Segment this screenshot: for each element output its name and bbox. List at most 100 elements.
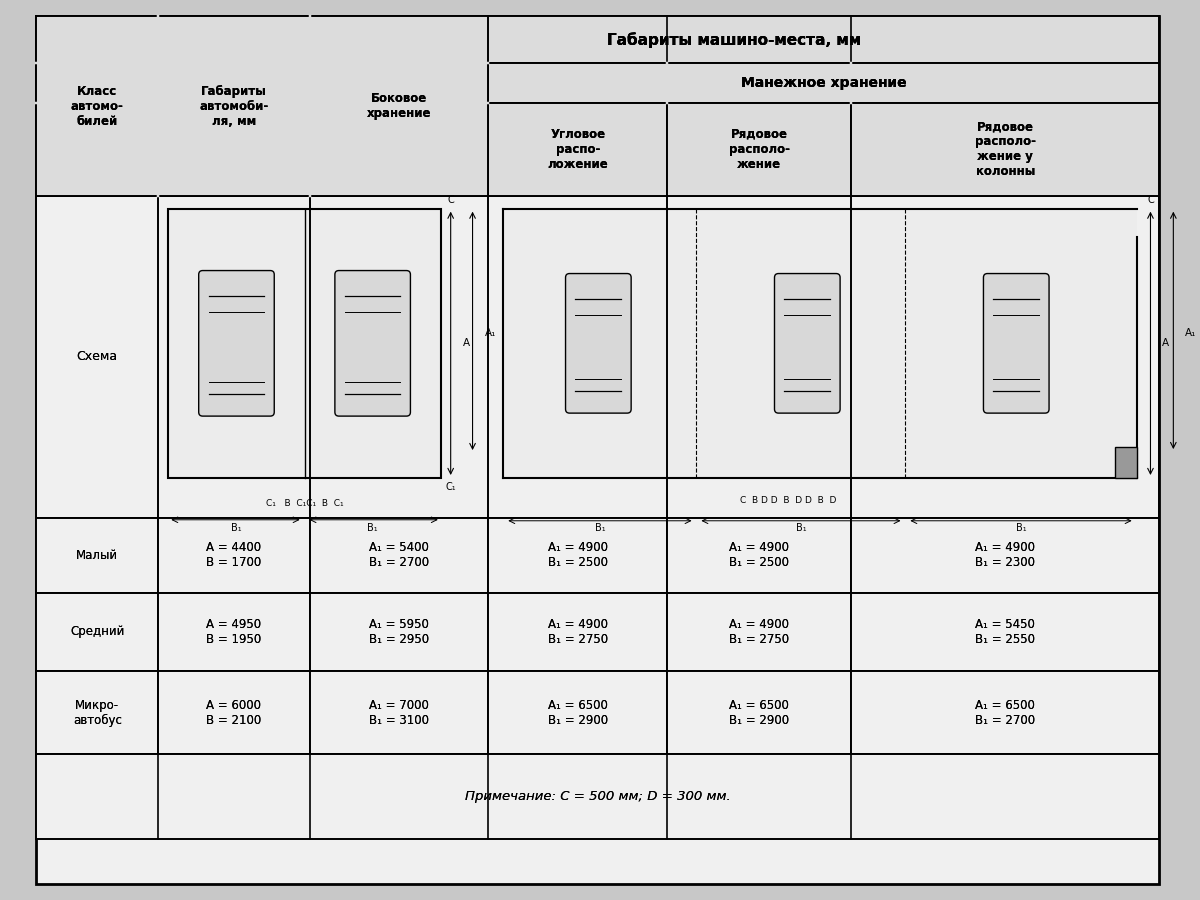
Text: Малый: Малый: [77, 549, 119, 562]
Text: A₁ = 5450
B₁ = 2550: A₁ = 5450 B₁ = 2550: [976, 618, 1036, 646]
Text: B₁: B₁: [595, 523, 605, 533]
Polygon shape: [488, 63, 1159, 104]
Text: Микро-
автобус: Микро- автобус: [73, 698, 121, 726]
Text: A: A: [463, 338, 469, 348]
Text: A₁ = 6500
B₁ = 2700: A₁ = 6500 B₁ = 2700: [976, 698, 1036, 726]
Text: C: C: [448, 194, 454, 205]
Text: A₁ = 5450
B₁ = 2550: A₁ = 5450 B₁ = 2550: [976, 618, 1036, 646]
Text: A₁ = 4900
B₁ = 2750: A₁ = 4900 B₁ = 2750: [730, 618, 790, 646]
Polygon shape: [1115, 447, 1136, 478]
Polygon shape: [310, 16, 488, 196]
Text: A₁ = 4900
B₁ = 2300: A₁ = 4900 B₁ = 2300: [976, 541, 1036, 569]
FancyBboxPatch shape: [335, 271, 410, 416]
Polygon shape: [488, 104, 667, 196]
Text: A₁ = 5400
B₁ = 2700: A₁ = 5400 B₁ = 2700: [368, 541, 430, 569]
Text: A = 6000
B = 2100: A = 6000 B = 2100: [206, 698, 262, 726]
Text: A = 4950
B = 1950: A = 4950 B = 1950: [206, 618, 262, 646]
Text: A₁ = 5400
B₁ = 2700: A₁ = 5400 B₁ = 2700: [368, 541, 430, 569]
Polygon shape: [36, 16, 1159, 63]
Text: Габариты машино-места, мм: Габариты машино-места, мм: [607, 32, 862, 48]
Polygon shape: [36, 16, 158, 196]
Polygon shape: [36, 592, 158, 671]
Polygon shape: [667, 518, 851, 592]
Text: Средний: Средний: [70, 626, 125, 638]
Polygon shape: [851, 671, 1159, 754]
Text: A₁ = 4900
B₁ = 2750: A₁ = 4900 B₁ = 2750: [548, 618, 608, 646]
Polygon shape: [158, 671, 310, 754]
Polygon shape: [36, 671, 158, 754]
Text: A₁ = 4900
B₁ = 2500: A₁ = 4900 B₁ = 2500: [730, 541, 790, 569]
Polygon shape: [310, 518, 488, 592]
Polygon shape: [503, 209, 1136, 478]
Text: Рядовое
располо-
жение у
колонны: Рядовое располо- жение у колонны: [974, 121, 1036, 178]
Text: Рядовое
располо-
жение: Рядовое располо- жение: [728, 128, 790, 171]
FancyBboxPatch shape: [774, 274, 840, 413]
Text: A₁ = 4900
B₁ = 2750: A₁ = 4900 B₁ = 2750: [730, 618, 790, 646]
Text: A₁: A₁: [1186, 328, 1196, 338]
Text: Угловое
распо-
ложение: Угловое распо- ложение: [547, 128, 608, 171]
Text: Габариты
автомоби-
ля, мм: Габариты автомоби- ля, мм: [199, 85, 269, 128]
Text: A₁ = 4900
B₁ = 2300: A₁ = 4900 B₁ = 2300: [976, 541, 1036, 569]
Polygon shape: [158, 592, 310, 671]
Text: B₁: B₁: [1015, 523, 1026, 533]
Polygon shape: [667, 671, 851, 754]
Text: Манежное хранение: Манежное хранение: [742, 76, 907, 90]
FancyBboxPatch shape: [984, 274, 1049, 413]
Polygon shape: [36, 63, 1159, 104]
Text: Примечание: C = 500 мм; D = 300 мм.: Примечание: C = 500 мм; D = 300 мм.: [464, 790, 731, 803]
Text: C₁   B  C₁C₁  B  C₁: C₁ B C₁C₁ B C₁: [265, 500, 343, 508]
Polygon shape: [488, 671, 667, 754]
Text: A = 4950
B = 1950: A = 4950 B = 1950: [206, 618, 262, 646]
Text: Габариты машино-места, мм: Габариты машино-места, мм: [607, 32, 862, 48]
Text: A₁ = 4900
B₁ = 2500: A₁ = 4900 B₁ = 2500: [548, 541, 608, 569]
Text: Примечание: C = 500 мм; D = 300 мм.: Примечание: C = 500 мм; D = 300 мм.: [464, 790, 731, 803]
Text: A₁ = 7000
B₁ = 3100: A₁ = 7000 B₁ = 3100: [368, 698, 428, 726]
Polygon shape: [36, 518, 158, 592]
Text: A₁ = 6500
B₁ = 2900: A₁ = 6500 B₁ = 2900: [730, 698, 790, 726]
Text: A₁ = 6500
B₁ = 2900: A₁ = 6500 B₁ = 2900: [548, 698, 608, 726]
Text: C₁: C₁: [445, 482, 456, 492]
FancyBboxPatch shape: [565, 274, 631, 413]
Text: A₁ = 6500
B₁ = 2700: A₁ = 6500 B₁ = 2700: [976, 698, 1036, 726]
Text: A₁ = 4900
B₁ = 2500: A₁ = 4900 B₁ = 2500: [548, 541, 608, 569]
Text: Класс
автомо-
билей: Класс автомо- билей: [71, 85, 124, 128]
Text: Микро-
автобус: Микро- автобус: [73, 698, 121, 726]
Polygon shape: [667, 592, 851, 671]
Polygon shape: [851, 592, 1159, 671]
Polygon shape: [310, 671, 488, 754]
Polygon shape: [36, 16, 1159, 884]
Polygon shape: [158, 518, 310, 592]
Text: B₁: B₁: [367, 523, 378, 533]
Text: Рядовое
располо-
жение у
колонны: Рядовое располо- жение у колонны: [974, 121, 1036, 178]
Polygon shape: [851, 104, 1159, 196]
Polygon shape: [36, 104, 1159, 196]
Polygon shape: [158, 16, 310, 196]
Text: B₁: B₁: [232, 523, 241, 533]
Text: A₁ = 7000
B₁ = 3100: A₁ = 7000 B₁ = 3100: [368, 698, 428, 726]
Polygon shape: [310, 16, 1159, 63]
Polygon shape: [667, 104, 851, 196]
Text: A₁ = 5950
B₁ = 2950: A₁ = 5950 B₁ = 2950: [368, 618, 430, 646]
Text: Угловое
распо-
ложение: Угловое распо- ложение: [547, 128, 608, 171]
Text: A = 4400
B = 1700: A = 4400 B = 1700: [206, 541, 262, 569]
Text: A₁ = 6500
B₁ = 2900: A₁ = 6500 B₁ = 2900: [730, 698, 790, 726]
Polygon shape: [488, 592, 667, 671]
Text: A₁ = 4900
B₁ = 2750: A₁ = 4900 B₁ = 2750: [548, 618, 608, 646]
Text: Манежное хранение: Манежное хранение: [742, 76, 907, 90]
Text: Рядовое
располо-
жение: Рядовое располо- жение: [728, 128, 790, 171]
Text: A₁ = 5950
B₁ = 2950: A₁ = 5950 B₁ = 2950: [368, 618, 430, 646]
Text: Боковое
хранение: Боковое хранение: [367, 92, 431, 120]
Polygon shape: [310, 104, 488, 196]
Text: B₁: B₁: [796, 523, 806, 533]
Polygon shape: [158, 104, 310, 196]
Text: A = 4400
B = 1700: A = 4400 B = 1700: [206, 541, 262, 569]
Text: Схема: Схема: [77, 350, 118, 364]
Text: Малый: Малый: [77, 549, 119, 562]
Text: Средний: Средний: [70, 626, 125, 638]
Text: Боковое
хранение: Боковое хранение: [367, 92, 431, 120]
Polygon shape: [310, 592, 488, 671]
Text: A₁ = 6500
B₁ = 2900: A₁ = 6500 B₁ = 2900: [548, 698, 608, 726]
Text: Габариты машино-места, мм: Габариты машино-места, мм: [607, 32, 862, 48]
Text: Схема: Схема: [77, 350, 118, 364]
Text: A₁ = 4900
B₁ = 2500: A₁ = 4900 B₁ = 2500: [730, 541, 790, 569]
